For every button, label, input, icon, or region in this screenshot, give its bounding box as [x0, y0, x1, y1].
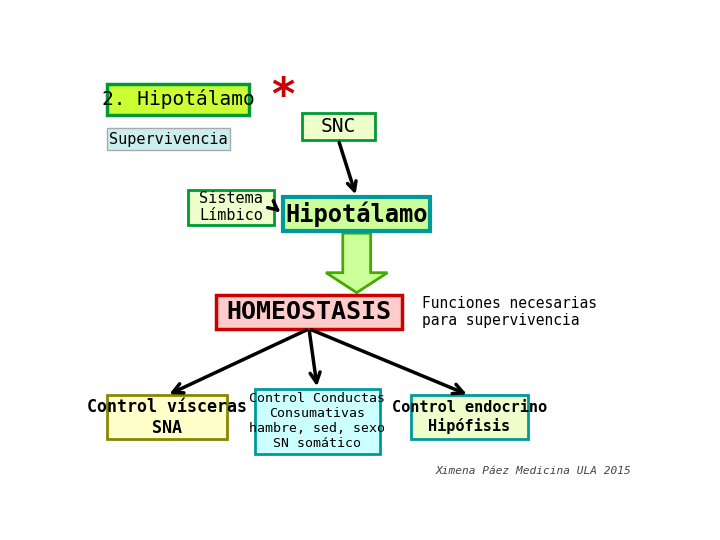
- Text: SNC: SNC: [320, 117, 356, 136]
- Text: HOMEOSTASIS: HOMEOSTASIS: [227, 300, 392, 324]
- Polygon shape: [326, 233, 387, 293]
- FancyBboxPatch shape: [215, 295, 402, 329]
- FancyBboxPatch shape: [107, 84, 249, 114]
- FancyBboxPatch shape: [302, 113, 374, 140]
- Text: 2. Hipotálamo: 2. Hipotálamo: [102, 89, 254, 109]
- Text: *: *: [271, 75, 294, 118]
- FancyBboxPatch shape: [107, 395, 227, 439]
- Text: Funciones necesarias
para supervivencia: Funciones necesarias para supervivencia: [422, 296, 597, 328]
- FancyBboxPatch shape: [255, 389, 380, 454]
- Text: Hipotálamo: Hipotálamo: [285, 201, 428, 227]
- FancyBboxPatch shape: [282, 197, 431, 231]
- FancyBboxPatch shape: [188, 190, 274, 225]
- Text: Control endocrino
Hipófisis: Control endocrino Hipófisis: [392, 400, 547, 434]
- Text: Control Conductas
Consumativas
hambre, sed, sexo
SN somático: Control Conductas Consumativas hambre, s…: [249, 393, 385, 450]
- Text: Ximena Páez Medicina ULA 2015: Ximena Páez Medicina ULA 2015: [436, 467, 631, 476]
- FancyBboxPatch shape: [107, 129, 230, 150]
- Text: Sistema
Límbico: Sistema Límbico: [199, 191, 263, 224]
- FancyBboxPatch shape: [411, 395, 528, 439]
- Text: Supervivencia: Supervivencia: [109, 132, 228, 147]
- Text: Control vísceras
SNA: Control vísceras SNA: [86, 398, 247, 437]
